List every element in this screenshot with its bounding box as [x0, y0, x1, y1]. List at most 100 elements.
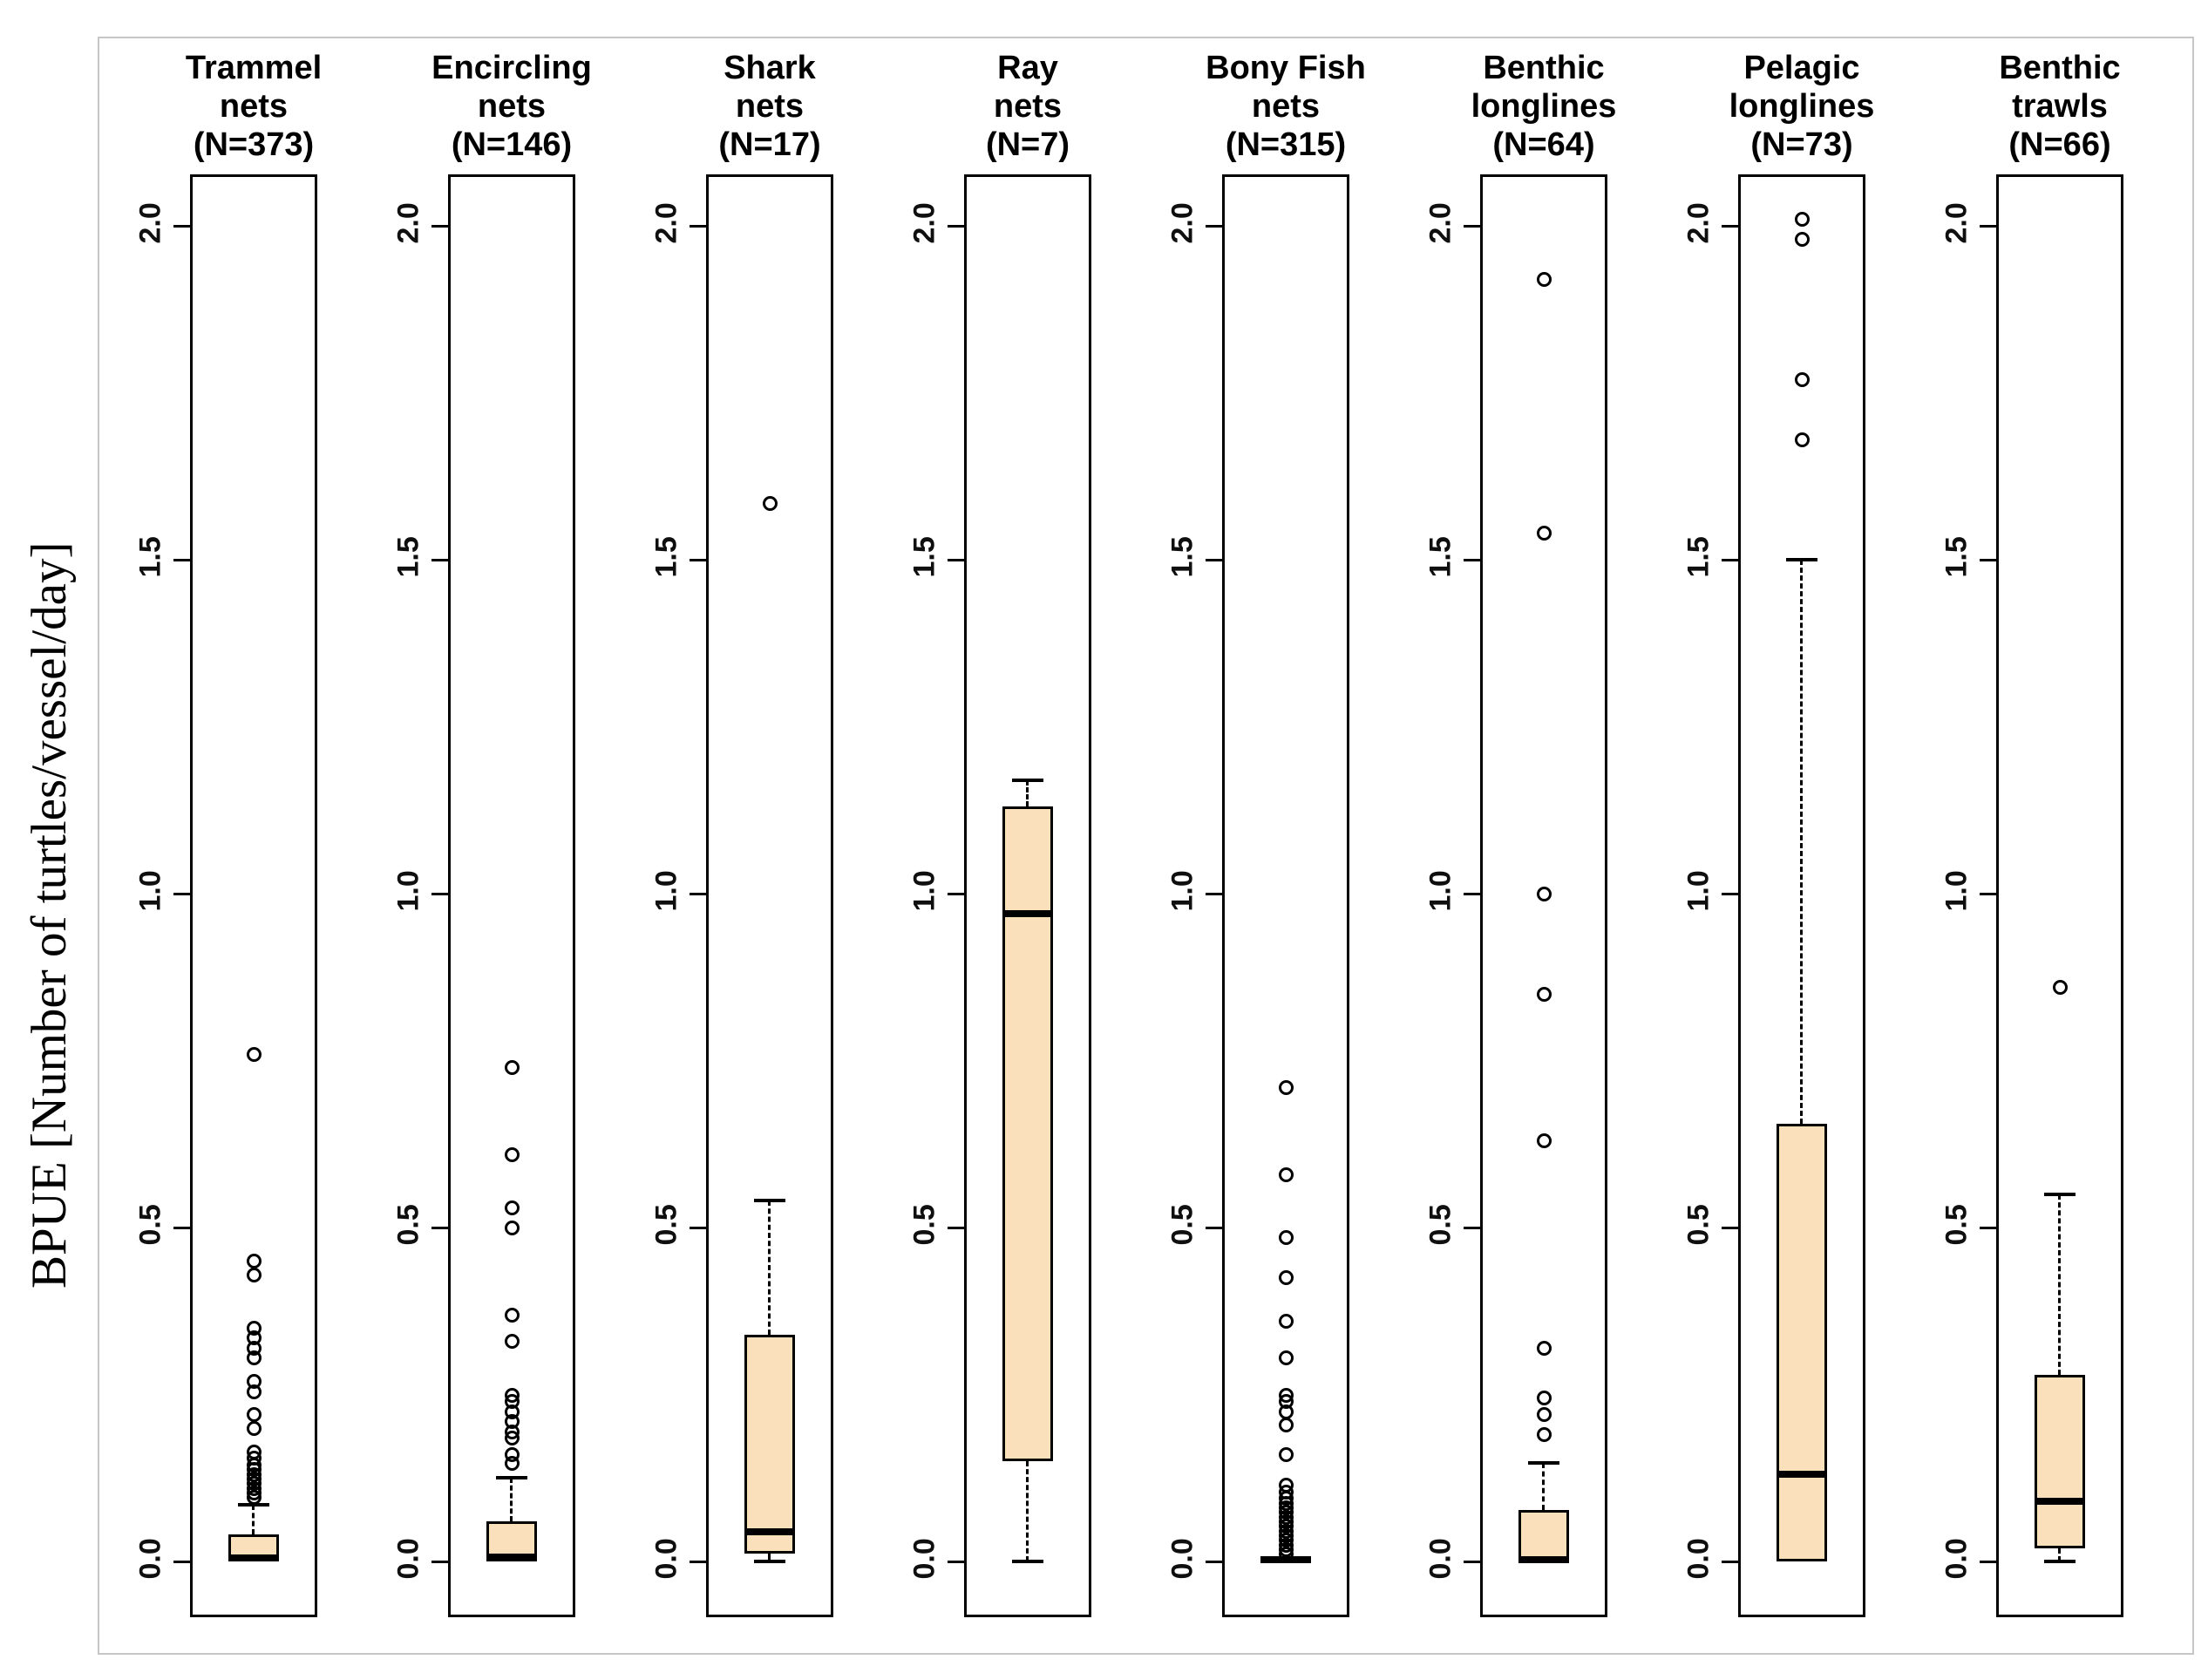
y-tick-mark — [173, 1560, 190, 1563]
panel-title-line: (N=146) — [451, 126, 573, 164]
y-tick-mark — [1980, 1560, 1996, 1563]
outlier-point-icon — [1795, 432, 1810, 448]
y-tick-mark — [1206, 892, 1222, 895]
outlier-point-icon — [1537, 986, 1552, 1002]
panel-title-line: (N=64) — [1492, 126, 1595, 164]
upper-whisker-cap — [2044, 1192, 2076, 1196]
panel-title-line: (N=7) — [985, 126, 1070, 164]
y-tick-mark — [173, 224, 190, 228]
y-tick-mark — [948, 892, 964, 895]
iqr-box — [744, 1334, 795, 1554]
y-tick-mark — [1464, 558, 1480, 561]
panel-title-line: longlines — [1471, 88, 1617, 126]
y-tick-label: 0.5 — [1681, 1204, 1715, 1246]
outlier-point-icon — [1795, 232, 1810, 248]
outlier-point-icon — [1795, 372, 1810, 388]
y-tick-label: 1.5 — [1165, 536, 1199, 578]
y-tick-label: 1.5 — [649, 536, 683, 578]
outlier-point-icon — [1279, 1230, 1294, 1246]
y-tick-mark — [948, 558, 964, 561]
y-tick-mark — [1206, 1226, 1222, 1229]
y-tick-mark — [690, 1560, 706, 1563]
y-tick-label: 0.0 — [133, 1538, 167, 1580]
upper-whisker — [510, 1478, 513, 1522]
lower-whisker-cap — [2044, 1560, 2076, 1563]
upper-whisker — [1026, 779, 1029, 807]
y-tick-mark — [1206, 1560, 1222, 1563]
outlier-point-icon — [1279, 1270, 1294, 1286]
outlier-point-icon — [1537, 887, 1552, 901]
panel-title: Benthic longlines (N=64) — [1415, 49, 1673, 164]
y-tick-label: 2.0 — [907, 202, 941, 244]
y-tick-mark — [173, 892, 190, 895]
panel-trammel-nets: Trammel nets (N=373) 2.0 1.5 1.0 0.5 0.0 — [59, 49, 322, 1617]
y-tick-label: 2.0 — [391, 202, 425, 244]
panel-title: Pelagic longlines (N=73) — [1673, 49, 1931, 164]
outlier-point-icon — [505, 1146, 520, 1162]
outlier-point-icon — [505, 1334, 520, 1350]
y-tick-mark — [1206, 224, 1222, 228]
outlier-point-icon — [247, 1046, 262, 1062]
y-tick-mark — [1722, 1560, 1738, 1563]
panel-title-line: Benthic — [1483, 50, 1605, 86]
outlier-point-icon — [505, 1221, 520, 1235]
panel-title-line: nets — [993, 88, 1063, 126]
upper-whisker-cap — [754, 1199, 785, 1203]
y-tick-label: 2.0 — [133, 202, 167, 244]
upper-whisker — [1542, 1462, 1545, 1510]
outlier-point-icon — [247, 1384, 262, 1399]
outlier-point-icon — [1537, 526, 1552, 541]
iqr-box — [1002, 806, 1053, 1462]
panel-title-line: (N=66) — [2008, 126, 2111, 164]
median-line — [228, 1554, 279, 1562]
outlier-point-icon — [247, 1407, 262, 1423]
panel-title: Trammel nets (N=373) — [125, 49, 383, 164]
outlier-point-icon — [1537, 1391, 1552, 1406]
panel-title-line: Benthic — [1999, 50, 2121, 86]
median-line — [1518, 1555, 1569, 1563]
y-tick-label: 1.0 — [649, 870, 683, 912]
y-tick-mark — [431, 1560, 448, 1563]
panel-title-line: nets — [219, 88, 289, 126]
y-tick-label: 0.0 — [907, 1538, 941, 1580]
y-tick-label: 0.5 — [1423, 1204, 1457, 1246]
upper-whisker-cap — [238, 1502, 269, 1507]
y-tick-mark — [1722, 892, 1738, 895]
y-tick-label: 0.5 — [133, 1204, 167, 1246]
outlier-point-icon — [505, 1060, 520, 1076]
plot-frame: 2.0 1.5 1.0 0.5 0.0 — [1940, 174, 2123, 1617]
y-tick-label: 1.5 — [391, 536, 425, 578]
y-tick-mark — [690, 224, 706, 228]
outlier-point-icon — [505, 1431, 520, 1446]
panel-title-line: Bony Fish — [1206, 50, 1366, 86]
lower-whisker-cap — [1012, 1560, 1043, 1563]
lower-whisker — [1026, 1461, 1029, 1561]
y-tick-mark — [173, 1226, 190, 1229]
panel-title-line: (N=373) — [193, 126, 315, 164]
outlier-point-icon — [1279, 1447, 1294, 1463]
y-tick-mark — [1980, 224, 1996, 228]
y-tick-label: 1.0 — [1681, 870, 1715, 912]
panel-title-line: Encircling — [431, 50, 592, 86]
y-tick-label: 1.5 — [1681, 536, 1715, 578]
y-tick-mark — [690, 1226, 706, 1229]
panel-pelagic-longlines: Pelagic longlines (N=73) 2.0 1.5 1.0 0.5 0.0 — [1607, 49, 1874, 1617]
median-line — [1002, 909, 1053, 917]
panel-title: Encircling nets (N=146) — [383, 49, 641, 164]
median-line — [486, 1553, 537, 1561]
outlier-point-icon — [1279, 1314, 1294, 1330]
y-tick-label: 0.5 — [907, 1204, 941, 1246]
upper-whisker — [1800, 560, 1803, 1125]
y-tick-label: 2.0 — [1681, 202, 1715, 244]
y-tick-label: 1.0 — [1423, 870, 1457, 912]
outlier-point-icon — [1537, 1340, 1552, 1356]
y-tick-mark — [948, 224, 964, 228]
y-tick-label: 0.5 — [649, 1204, 683, 1246]
panel-title-line: Pelagic — [1743, 50, 1860, 86]
y-tick-mark — [1980, 558, 1996, 561]
upper-whisker-cap — [1012, 778, 1043, 782]
y-tick-label: 2.0 — [1423, 202, 1457, 244]
upper-whisker — [768, 1200, 771, 1335]
panel-title-line: trawls — [2012, 88, 2108, 126]
panel-title-line: (N=315) — [1225, 126, 1347, 164]
